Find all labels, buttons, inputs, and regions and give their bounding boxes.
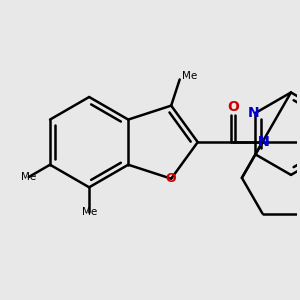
Text: N: N — [258, 135, 269, 149]
Text: Me: Me — [82, 207, 97, 217]
Text: N: N — [258, 135, 269, 149]
Text: O: O — [227, 100, 239, 114]
Text: Me: Me — [182, 70, 197, 81]
Text: Me: Me — [21, 172, 36, 182]
Text: O: O — [166, 172, 176, 185]
Text: N: N — [248, 106, 259, 120]
